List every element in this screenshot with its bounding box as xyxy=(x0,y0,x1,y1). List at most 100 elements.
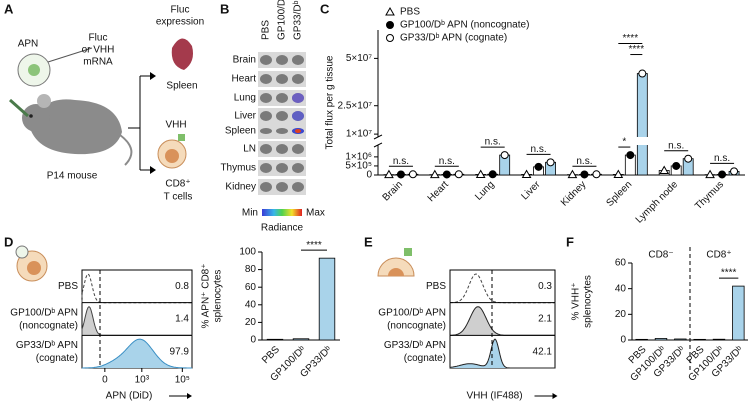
label: mRNA xyxy=(83,57,113,68)
row-label: Liver xyxy=(234,111,256,122)
group-label: CD8⁺ xyxy=(706,250,731,261)
mouse-ear xyxy=(37,94,51,108)
marker xyxy=(626,151,635,160)
y-axis-label: % VHH⁺ xyxy=(571,282,582,320)
legend-label: GP33/Dᵇ APN (cognate) xyxy=(400,33,507,44)
arrow xyxy=(128,75,152,171)
row-label: Lung xyxy=(234,93,256,104)
y-tick-label: 5×10⁷ xyxy=(346,53,373,64)
organ xyxy=(276,128,288,134)
bar xyxy=(635,338,648,341)
significance-label: n.s. xyxy=(531,144,547,155)
pointer xyxy=(47,47,93,63)
bar xyxy=(732,285,745,341)
marker xyxy=(718,170,727,179)
y-tick-label: 60 xyxy=(615,258,627,269)
organ xyxy=(260,144,272,154)
marker xyxy=(396,170,405,179)
mouse-body xyxy=(30,99,122,155)
significance-label: n.s. xyxy=(668,140,684,151)
label: expression xyxy=(156,17,204,28)
legend-label: GP100/Dᵇ APN (noncognate) xyxy=(400,20,529,31)
label: Spleen xyxy=(166,81,197,92)
x-tick-label: 0 xyxy=(102,375,108,386)
column-label: GP33/Dᵇ xyxy=(293,0,304,40)
sample-label: PBS xyxy=(426,281,446,292)
vhh-icon xyxy=(178,134,185,141)
organ xyxy=(292,74,304,84)
marker xyxy=(672,161,681,170)
label: P14 mouse xyxy=(47,171,98,182)
percent-label: 42.1 xyxy=(533,346,553,357)
significance-label: **** xyxy=(629,44,645,55)
y-tick-label: 2.5×10⁷ xyxy=(338,100,373,111)
y-tick-label: 40 xyxy=(245,299,257,310)
organ xyxy=(260,182,272,192)
x-tick-label: 10³ xyxy=(135,375,150,386)
organ xyxy=(292,182,304,192)
x-tick-label: PBS xyxy=(260,344,282,366)
y-axis-label: % APN⁺ CD8⁺ xyxy=(201,263,212,328)
x-tick-label: Liver xyxy=(519,179,543,203)
marker xyxy=(384,169,394,179)
legend-marker xyxy=(385,6,395,16)
nucleus xyxy=(165,149,179,163)
mouse-tail xyxy=(119,134,133,166)
spleen xyxy=(171,38,193,70)
bar xyxy=(712,338,726,341)
y-tick-label: 5×10⁵ xyxy=(345,161,372,172)
vhh-icon xyxy=(404,248,412,256)
organ xyxy=(276,182,288,192)
sample-label: GP33/Dᵇ APN xyxy=(16,340,78,351)
significance-label: n.s. xyxy=(393,156,409,167)
mouse-head xyxy=(22,104,50,132)
marker xyxy=(454,170,463,179)
panel-label: E xyxy=(364,234,373,249)
arrowhead xyxy=(150,72,156,174)
organ xyxy=(260,128,272,134)
marker xyxy=(408,170,417,179)
label: or VHH xyxy=(82,45,115,56)
bar xyxy=(636,73,648,176)
percent-label: 0.8 xyxy=(175,281,189,292)
label: T cells xyxy=(164,192,193,203)
y-tick-label: 1×10⁷ xyxy=(346,129,373,140)
nucleus xyxy=(27,261,41,275)
y-tick-label: 80 xyxy=(245,264,257,275)
marker xyxy=(429,169,440,179)
marker xyxy=(705,169,715,179)
percent-label: 97.9 xyxy=(170,346,190,357)
row-label: Spleen xyxy=(225,126,256,137)
organ xyxy=(276,163,288,173)
group-label: CD8⁻ xyxy=(648,250,673,261)
legend-label: PBS xyxy=(400,7,420,18)
sample-label: GP33/Dᵇ APN xyxy=(384,340,446,351)
histogram xyxy=(82,338,192,369)
panel-label: F xyxy=(566,234,574,249)
bar xyxy=(266,338,284,341)
label: APN xyxy=(18,39,39,50)
marker xyxy=(475,169,486,178)
panel-label: C xyxy=(320,1,330,16)
bar xyxy=(674,338,687,341)
significance-label: **** xyxy=(623,33,639,44)
y-tick-label: 0 xyxy=(620,335,626,346)
label: Fluc xyxy=(89,33,108,44)
organ xyxy=(292,144,304,154)
row-label: Brain xyxy=(233,55,256,66)
y-axis-label: splenocytes xyxy=(583,275,594,328)
marker xyxy=(521,169,532,178)
x-axis-label: APN (DiD) xyxy=(106,391,153,402)
axis-arrowhead xyxy=(187,393,192,399)
label: Fluc xyxy=(171,5,190,16)
percent-label: 0.3 xyxy=(538,281,552,292)
organ xyxy=(260,111,272,121)
sample-label: GP100/Dᵇ APN xyxy=(378,307,446,318)
sample-label: (noncognate) xyxy=(387,320,446,331)
significance-label: * xyxy=(622,137,626,148)
significance-label: n.s. xyxy=(714,153,730,164)
percent-label: 2.1 xyxy=(538,314,552,325)
x-tick-label: 10⁵ xyxy=(175,375,190,386)
